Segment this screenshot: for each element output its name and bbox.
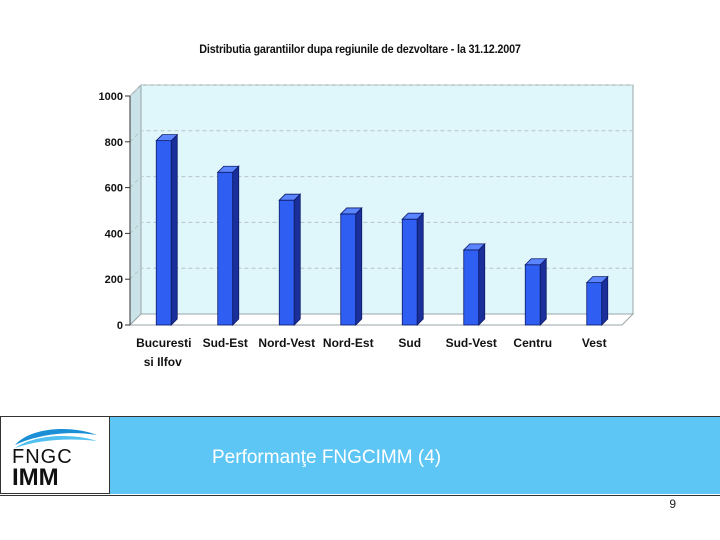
bar-front: [340, 213, 357, 326]
bar-side: [232, 165, 240, 326]
y-tick-label: 400: [105, 228, 123, 240]
axis-labels: 0 200 400 600 800 1000 Bucuresti si Ilfov Sud-Es…: [99, 91, 607, 369]
bar-front: [401, 218, 418, 326]
bar-front: [278, 199, 295, 326]
bar: [216, 165, 240, 326]
bar: [585, 275, 609, 326]
bar-front: [463, 249, 480, 326]
bar-top: [462, 243, 486, 251]
bar-top: [401, 212, 425, 220]
bar: [401, 212, 425, 326]
y-tick-label: 0: [117, 320, 123, 332]
y-tick-label: 200: [105, 274, 123, 286]
footer-title-band: [110, 417, 720, 494]
bar: [155, 133, 179, 326]
x-tick-label: Vest: [582, 336, 607, 350]
x-tick-label: Nord-Est: [323, 336, 374, 350]
bar-front: [524, 264, 541, 326]
bar-top: [278, 193, 302, 201]
bar-chart: 0 200 400 600 800 1000 Bucuresti si Ilfov Sud-Es…: [99, 83, 635, 369]
bar-top: [216, 165, 240, 173]
bar-front: [586, 282, 603, 326]
bar: [462, 242, 486, 326]
gridline: [129, 130, 633, 143]
bar-side: [170, 133, 178, 326]
y-tick-label: 600: [105, 183, 123, 195]
slide-title: Performanţe FNGCIMM (4): [212, 447, 442, 468]
chart-title: Distributia garantiilor dupa regiunile d…: [199, 42, 521, 56]
plot-floor: [128, 313, 635, 326]
gridline: [129, 221, 633, 234]
logo-text-imm: IMM: [12, 464, 59, 491]
x-tick-label: Bucuresti: [136, 336, 191, 350]
bar-side: [293, 193, 301, 326]
x-tick-label: Sud: [398, 336, 421, 350]
x-tick-label: Centru: [513, 336, 552, 350]
bar: [524, 257, 548, 326]
bar-side: [539, 257, 547, 326]
gridline: [129, 84, 633, 97]
plot-side-wall: [129, 83, 142, 327]
bar-top: [585, 276, 609, 284]
plot-area: [125, 83, 635, 327]
bar-front: [155, 140, 172, 326]
bar-side: [478, 242, 486, 326]
gridline: [129, 176, 633, 188]
bar-side: [355, 206, 363, 326]
y-tick-label: 800: [105, 137, 123, 149]
plot-back-wall: [140, 84, 634, 315]
bar-side: [416, 212, 424, 326]
bar: [339, 206, 363, 326]
page-number: 9: [669, 497, 676, 511]
bar-side: [601, 275, 609, 326]
bar-top: [155, 134, 179, 142]
bars: [155, 133, 609, 326]
x-tick-label: Sud-Est: [203, 336, 248, 350]
logo-waves-icon: [15, 429, 97, 448]
x-tick-label: Nord-Vest: [258, 336, 315, 350]
bar-top: [339, 207, 363, 215]
fngcimm-logo: [0, 416, 110, 494]
footer-band: [0, 416, 720, 496]
x-tick-label: Sud-Vest: [446, 336, 497, 350]
y-tick-label: 1000: [99, 91, 123, 103]
logo-text-fngc: FNGC: [12, 446, 73, 468]
x-tick-label: si Ilfov: [144, 355, 182, 369]
bar-top: [524, 258, 548, 266]
bar: [278, 193, 302, 326]
bar-front: [217, 171, 234, 326]
